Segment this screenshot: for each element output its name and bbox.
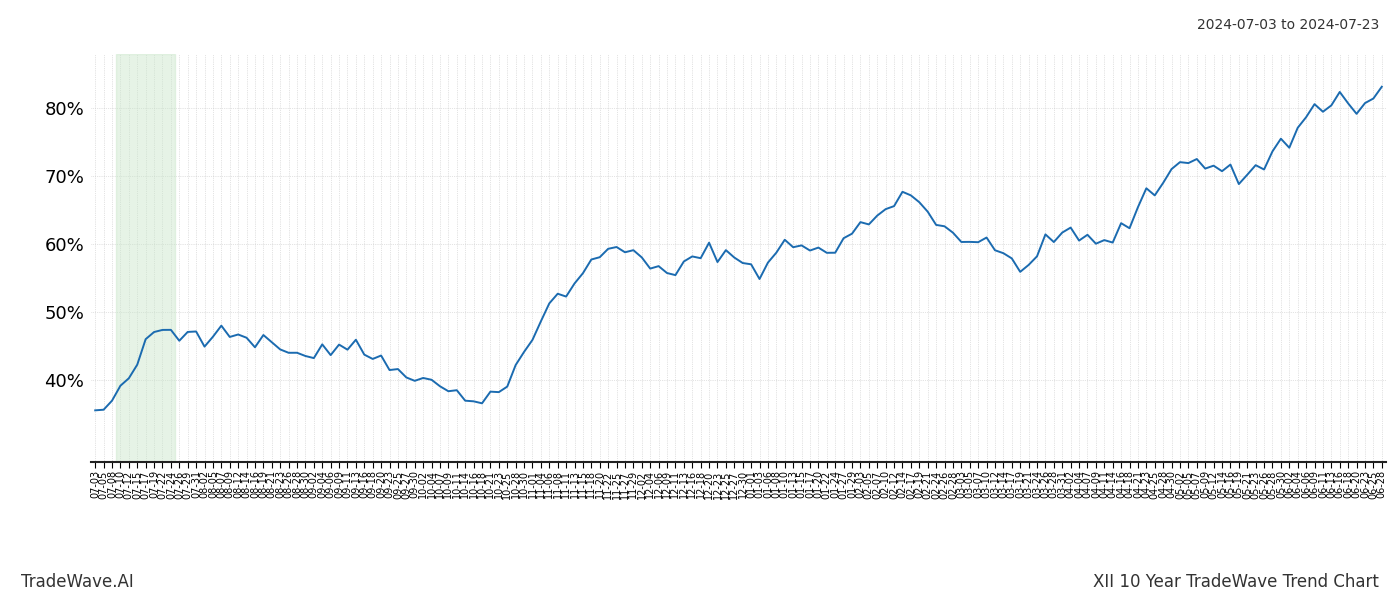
Bar [116,54,175,462]
Text: XII 10 Year TradeWave Trend Chart: XII 10 Year TradeWave Trend Chart [1093,573,1379,591]
Text: 2024-07-03 to 2024-07-23: 2024-07-03 to 2024-07-23 [1197,18,1379,32]
Text: TradeWave.AI: TradeWave.AI [21,573,134,591]
